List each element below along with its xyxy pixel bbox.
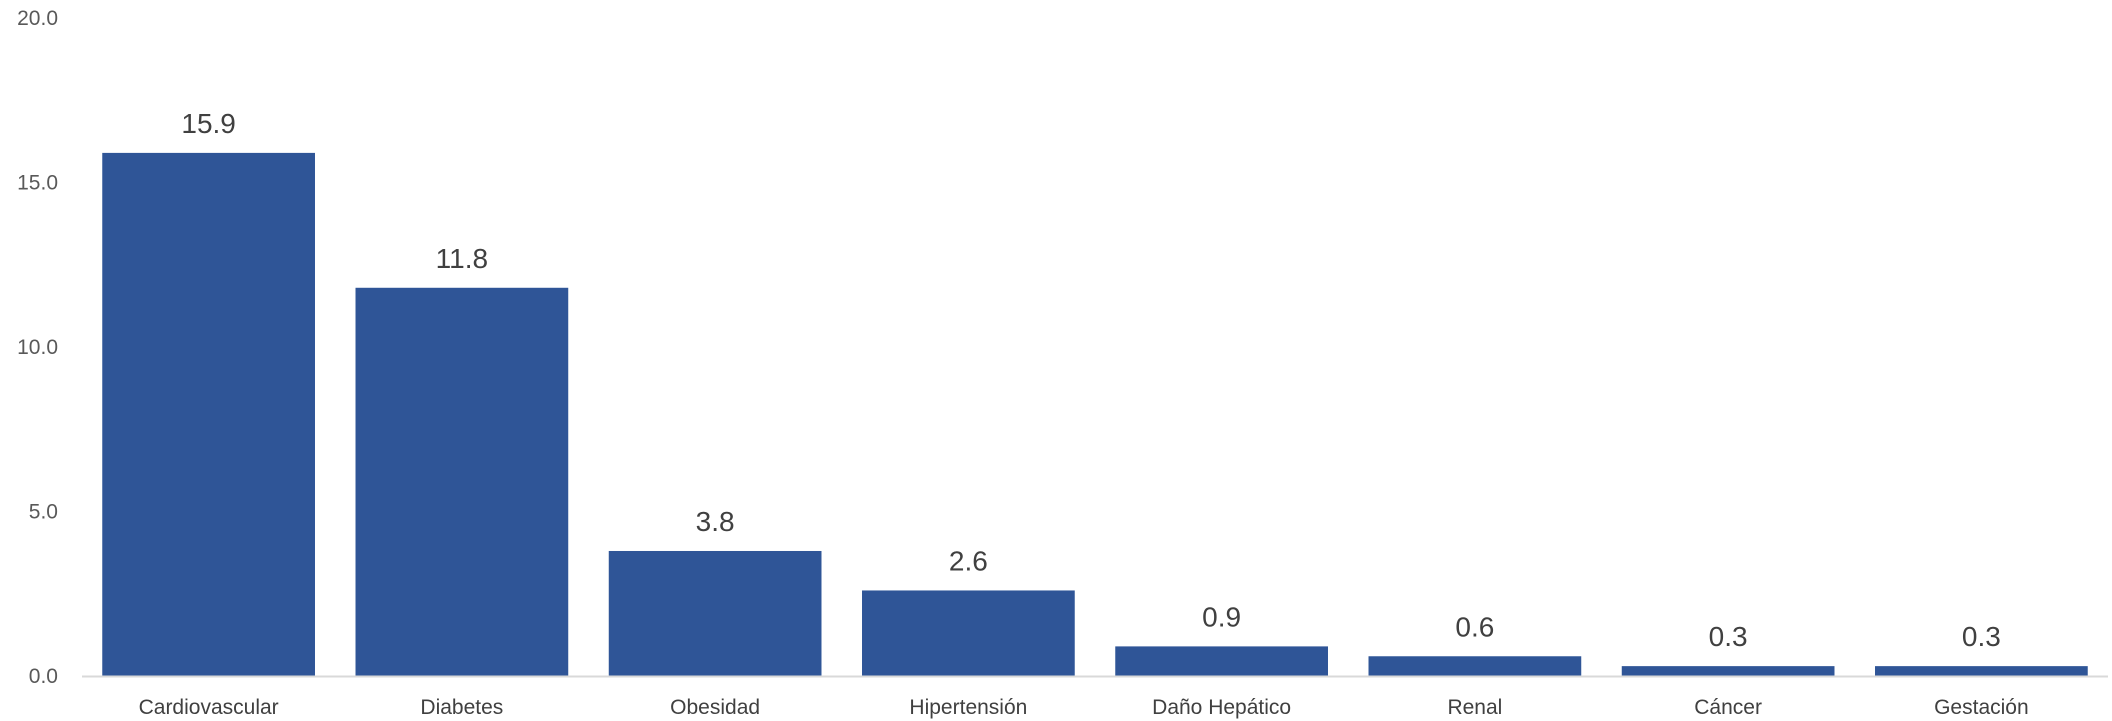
y-tick-label: 20.0 — [17, 7, 58, 30]
data-labels: 15.9 11.8 3.8 2.6 0.9 0.6 0.3 0.3 — [181, 108, 2000, 652]
data-label: 0.9 — [1202, 601, 1241, 632]
x-tick-label: Hipertensión — [909, 696, 1027, 719]
y-tick-label: 0.0 — [29, 665, 58, 688]
y-axis-ticks: 0.0 5.0 10.0 15.0 20.0 — [17, 7, 58, 688]
bar — [1621, 666, 1835, 676]
data-label: 15.9 — [181, 108, 236, 139]
data-label: 0.3 — [1709, 621, 1748, 652]
data-label: 2.6 — [949, 545, 988, 576]
bar — [355, 287, 569, 676]
bars — [102, 152, 2088, 676]
y-tick-label: 10.0 — [17, 336, 58, 359]
x-tick-label: Diabetes — [420, 696, 503, 719]
bar — [1115, 646, 1328, 676]
x-axis-categories: Cardiovascular Diabetes Obesidad Hipertensi… — [139, 696, 2029, 719]
y-tick-label: 15.0 — [17, 172, 58, 195]
data-label: 3.8 — [696, 506, 735, 537]
data-label: 0.3 — [1962, 621, 2001, 652]
x-tick-label: Cardiovascular — [139, 696, 279, 719]
bar — [862, 590, 1075, 676]
x-tick-label: Renal — [1447, 696, 1502, 719]
data-label: 11.8 — [436, 243, 488, 274]
x-tick-label: Gestación — [1934, 696, 2029, 719]
bar — [1368, 656, 1582, 676]
x-tick-label: Cáncer — [1694, 696, 1762, 719]
x-tick-label: Daño Hepático — [1152, 696, 1291, 719]
x-tick-label: Obesidad — [670, 696, 760, 719]
bar — [608, 550, 822, 676]
bar — [1875, 666, 2088, 676]
bar — [102, 152, 315, 676]
data-label: 0.6 — [1455, 611, 1494, 642]
y-tick-label: 5.0 — [29, 501, 58, 524]
